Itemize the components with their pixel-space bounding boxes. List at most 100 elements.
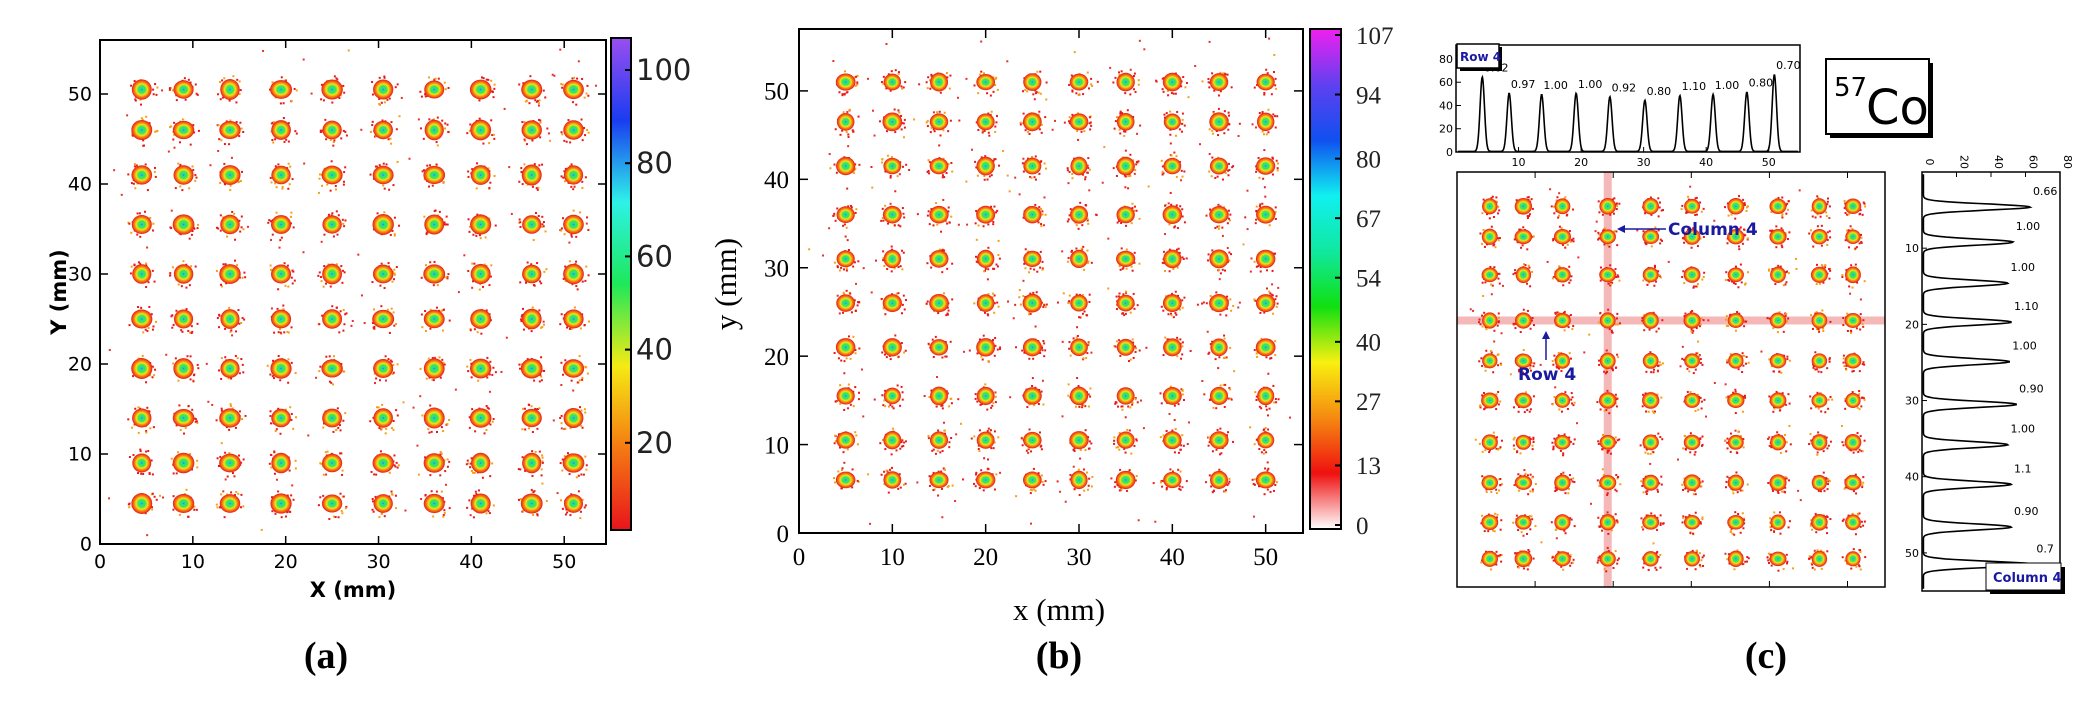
background-count bbox=[1198, 143, 1201, 146]
spot-halo-pixel bbox=[1071, 177, 1074, 180]
background-count bbox=[1061, 250, 1064, 253]
spot-intensity bbox=[1116, 387, 1135, 405]
spot-halo-pixel bbox=[1702, 207, 1705, 210]
spot-halo-pixel bbox=[277, 490, 280, 493]
spot-intensity bbox=[836, 156, 856, 176]
spot-halo-pixel bbox=[1268, 407, 1271, 410]
background-count bbox=[420, 497, 423, 500]
spot-halo-pixel bbox=[851, 129, 854, 132]
spot-halo-pixel bbox=[280, 332, 283, 335]
spot-halo-pixel bbox=[1773, 407, 1776, 410]
spot-halo-pixel bbox=[1066, 167, 1069, 170]
spot-halo-pixel bbox=[1526, 309, 1529, 312]
background-count bbox=[903, 441, 906, 444]
background-count bbox=[941, 516, 944, 519]
spot-halo-pixel bbox=[390, 142, 393, 145]
spot-halo-pixel bbox=[1552, 445, 1555, 448]
spot-halo-pixel bbox=[322, 494, 325, 497]
spot-halo-pixel bbox=[225, 282, 228, 285]
spot-halo-pixel bbox=[1181, 208, 1184, 211]
spot-halo-pixel bbox=[1571, 328, 1574, 331]
spot-halo-pixel bbox=[1552, 237, 1555, 240]
spot-halo-pixel bbox=[393, 273, 396, 276]
spot-halo-pixel bbox=[1133, 251, 1136, 254]
background-count bbox=[1246, 228, 1249, 231]
spot-halo-pixel bbox=[387, 138, 390, 141]
spot-halo-pixel bbox=[1745, 362, 1748, 365]
spot-intensity bbox=[372, 453, 394, 473]
spot-halo-pixel bbox=[380, 305, 383, 308]
spot-halo-pixel bbox=[1785, 320, 1788, 323]
spot-halo-pixel bbox=[423, 456, 426, 459]
spot-halo-pixel bbox=[390, 490, 393, 493]
spot-halo-pixel bbox=[468, 499, 471, 502]
spot-halo-pixel bbox=[470, 457, 473, 460]
spot-intensity bbox=[470, 119, 492, 141]
spot-halo-pixel bbox=[518, 218, 521, 221]
spot-halo-pixel bbox=[1044, 480, 1047, 483]
spot-halo-pixel bbox=[1616, 439, 1619, 442]
spot-halo-pixel bbox=[172, 138, 175, 141]
background-count bbox=[1041, 349, 1044, 352]
spot-halo-pixel bbox=[1601, 448, 1604, 451]
source-spot bbox=[1207, 71, 1233, 97]
spot-halo-pixel bbox=[428, 118, 431, 121]
spot-intensity bbox=[270, 493, 292, 514]
spot-intensity bbox=[1481, 267, 1499, 283]
spot-halo-pixel bbox=[1495, 408, 1498, 411]
spot-halo-pixel bbox=[1068, 116, 1071, 119]
background-count bbox=[408, 157, 411, 160]
background-count bbox=[1513, 484, 1516, 487]
background-count bbox=[958, 119, 961, 122]
spot-intensity bbox=[1163, 157, 1182, 175]
spot-halo-pixel bbox=[1274, 126, 1277, 129]
spot-halo-pixel bbox=[1212, 132, 1215, 135]
spot-halo-pixel bbox=[1114, 76, 1117, 79]
spot-halo-pixel bbox=[144, 512, 147, 515]
spot-halo-pixel bbox=[478, 234, 481, 237]
spot-intensity bbox=[424, 119, 444, 141]
spot-halo-pixel bbox=[947, 309, 950, 312]
background-count bbox=[1167, 202, 1170, 205]
spot-halo-pixel bbox=[1082, 404, 1085, 407]
spot-halo-pixel bbox=[277, 163, 280, 166]
spot-halo-pixel bbox=[928, 484, 931, 487]
spot-halo-pixel bbox=[1134, 168, 1137, 171]
spot-halo-pixel bbox=[1227, 217, 1230, 220]
spot-halo-pixel bbox=[1087, 157, 1090, 160]
background-count bbox=[1142, 427, 1145, 430]
source-spot bbox=[1253, 426, 1275, 455]
spot-halo-pixel bbox=[1768, 358, 1771, 361]
spot-halo-pixel bbox=[284, 515, 287, 518]
spot-halo-pixel bbox=[215, 226, 218, 229]
spot-halo-pixel bbox=[1043, 304, 1046, 307]
spot-halo-pixel bbox=[319, 130, 322, 133]
spot-halo-pixel bbox=[1558, 265, 1561, 268]
background-count bbox=[1022, 279, 1025, 282]
spot-halo-pixel bbox=[343, 323, 346, 326]
spot-halo-pixel bbox=[989, 94, 992, 97]
spot-halo-pixel bbox=[1643, 314, 1646, 317]
source-spot bbox=[1681, 352, 1704, 375]
spot-halo-pixel bbox=[173, 121, 176, 124]
spot-halo-pixel bbox=[1737, 286, 1740, 289]
background-count bbox=[541, 460, 544, 463]
spot-halo-pixel bbox=[427, 428, 430, 431]
source-spot bbox=[419, 76, 450, 99]
spot-halo-pixel bbox=[1829, 320, 1832, 323]
spot-halo-pixel bbox=[538, 164, 541, 167]
spot-intensity bbox=[521, 308, 542, 330]
source-spot bbox=[833, 249, 860, 272]
spot-halo-pixel bbox=[982, 225, 985, 228]
spot-halo-pixel bbox=[1569, 313, 1572, 316]
spot-halo-pixel bbox=[1090, 124, 1093, 127]
spot-halo-pixel bbox=[1818, 330, 1821, 333]
source-spot bbox=[1514, 349, 1536, 375]
source-spot bbox=[925, 292, 954, 317]
spot-halo-pixel bbox=[1842, 354, 1845, 357]
spot-intensity bbox=[835, 73, 856, 91]
spot-halo-pixel bbox=[1820, 264, 1823, 267]
spot-halo-pixel bbox=[524, 428, 527, 431]
background-count bbox=[1523, 469, 1526, 472]
